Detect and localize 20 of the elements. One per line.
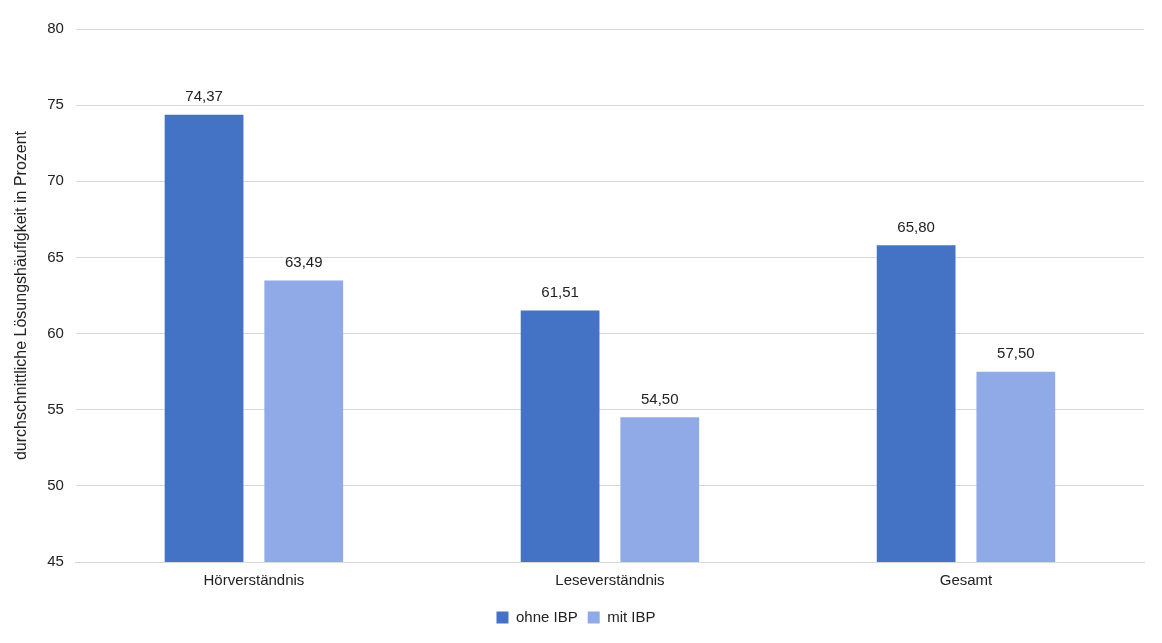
x-tick-label: Leseverständnis — [555, 571, 665, 589]
y-tick-label: 50 — [47, 476, 64, 493]
y-axis-title: durchschnittliche Lösungshäufigkeit in Prozent — [12, 130, 30, 461]
x-tick-label: Hörverständnis — [203, 571, 305, 589]
y-tick-label: 45 — [47, 552, 64, 570]
y-tick-label: 70 — [47, 171, 64, 189]
y-tick-label: 60 — [47, 323, 64, 341]
data-label: 63,49 — [284, 253, 323, 271]
data-label: 65,80 — [897, 217, 935, 235]
data-label: 57,50 — [997, 344, 1035, 362]
data-label: 74,37 — [185, 87, 223, 105]
y-tick-label: 80 — [47, 19, 64, 37]
x-tick-label: Gesamt — [939, 571, 994, 589]
y-tick-label: 65 — [47, 247, 64, 265]
y-tick-label: 55 — [47, 399, 64, 417]
y-tick-label: 75 — [47, 95, 64, 113]
data-label: 61,51 — [541, 283, 579, 301]
legend-label: mit IBP — [607, 607, 656, 625]
legend-label: ohne IBP — [515, 607, 578, 625]
data-label: 54,50 — [641, 389, 679, 407]
